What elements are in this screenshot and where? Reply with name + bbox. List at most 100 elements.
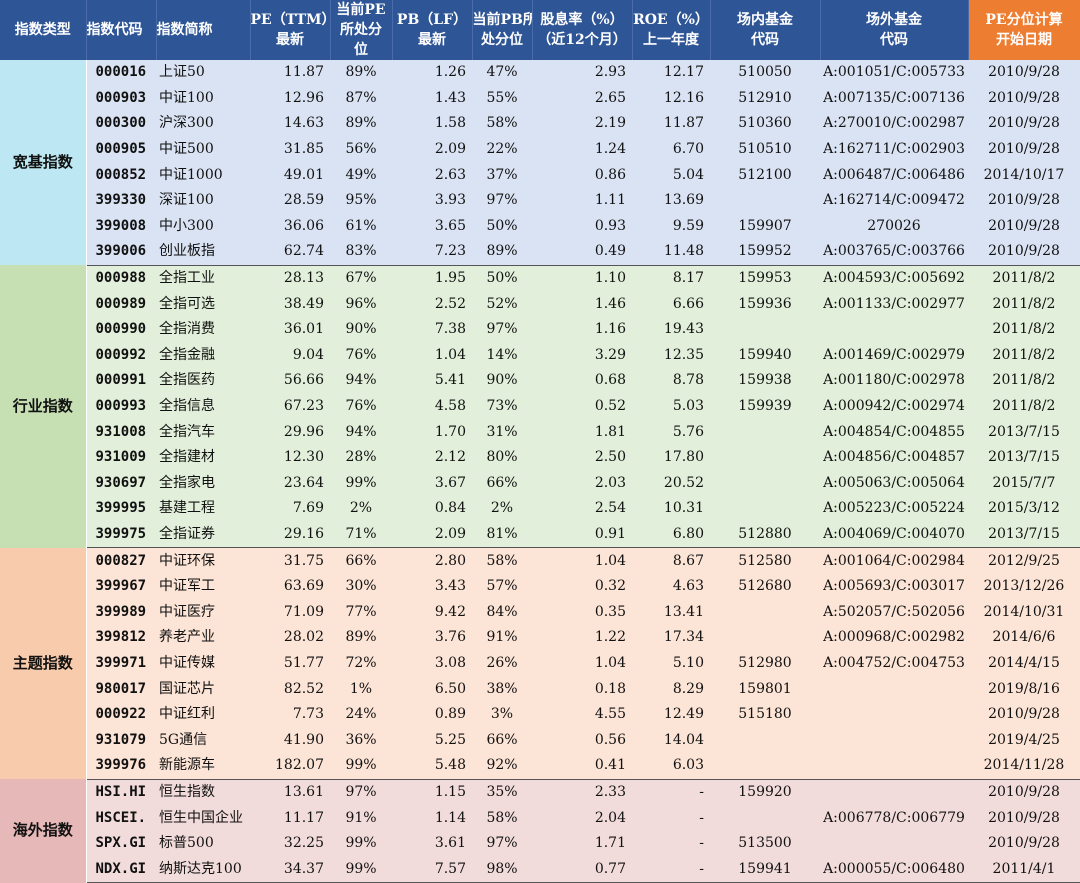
dividend-yield: 2.93 [532, 60, 632, 86]
dividend-yield: 1.16 [532, 316, 632, 343]
pb-value: 3.08 [392, 650, 472, 677]
index-code: 399330 [86, 187, 156, 214]
roe-value: 11.48 [632, 239, 710, 266]
out-fund-code: A:000942/C:002974 [820, 393, 968, 420]
pe-value: 28.59 [250, 187, 330, 214]
dividend-yield: 1.11 [532, 187, 632, 214]
header-pb: PB（LF） 最新 [392, 0, 473, 60]
table-row: 930697 全指家电 23.64 99% 3.67 66% 2.03 20.52 A:0050… [0, 470, 1080, 497]
index-code: SPX.GI [86, 830, 156, 857]
pb-percentile: 26% [472, 650, 532, 677]
header-pe: PE（TTM） 最新 [250, 0, 331, 60]
pb-percentile: 58% [472, 547, 532, 574]
pb-value: 2.63 [392, 162, 472, 188]
in-fund-code: 512100 [710, 162, 820, 188]
pe-percentile: 76% [330, 393, 392, 420]
pe-percentile: 91% [330, 805, 392, 831]
roe-value: 12.16 [632, 85, 710, 112]
pb-value: 3.65 [392, 213, 472, 240]
pb-value: 1.70 [392, 419, 472, 445]
in-fund-code: 512580 [710, 547, 820, 574]
pe-percentile: 49% [330, 162, 392, 188]
pb-percentile: 14% [472, 342, 532, 369]
table-row: 000991 全指医药 56.66 94% 5.41 90% 0.68 8.78 159938 A… [0, 368, 1080, 394]
pe-value: 49.01 [250, 162, 330, 188]
pb-value: 1.04 [392, 342, 472, 369]
start-date: 2010/9/28 [968, 805, 1080, 831]
pe-percentile: 87% [330, 85, 392, 112]
pb-percentile: 2% [472, 496, 532, 522]
pb-percentile: 66% [472, 727, 532, 754]
in-fund-code: 159939 [710, 393, 820, 420]
header-start-date: PE分位计算 开始日期 [968, 0, 1080, 60]
table-row: 931008 全指汽车 29.96 94% 1.70 31% 1.81 5.76 A:00485… [0, 419, 1080, 445]
table-body: 宽基指数 000016 上证50 11.87 89% 1.26 47% 2.93 12.17 51… [0, 60, 1080, 883]
roe-value: 8.29 [632, 676, 710, 702]
index-name: 全指证券 [156, 521, 250, 549]
start-date: 2010/9/28 [968, 111, 1080, 137]
table-row: 海外指数 HSI.HI 恒生指数 13.61 97% 1.15 35% 2.33-159920… [0, 779, 1080, 883]
table-row: 宽基指数 000016 上证50 11.87 89% 1.26 47% 2.93 12.17 51… [0, 60, 1080, 266]
pb-percentile: 80% [472, 444, 532, 471]
pe-value: 28.13 [250, 265, 330, 292]
index-name: 上证50 [156, 60, 250, 86]
start-date: 2010/9/28 [968, 85, 1080, 112]
roe-value: 14.04 [632, 727, 710, 754]
in-fund-code [710, 753, 820, 780]
out-fund-code: A:001180/C:002978 [820, 368, 968, 394]
pe-percentile: 99% [330, 856, 392, 883]
in-fund-code [710, 599, 820, 626]
index-code: 931008 [86, 419, 156, 445]
roe-value: 11.87 [632, 111, 710, 137]
pe-percentile: 36% [330, 727, 392, 754]
pb-value: 1.15 [392, 779, 472, 806]
start-date: 2010/9/28 [968, 830, 1080, 857]
start-date: 2011/8/2 [968, 291, 1080, 317]
in-fund-code [710, 187, 820, 214]
pe-percentile: 71% [330, 521, 392, 549]
table-row: 399006 创业板指 62.74 83% 7.23 89% 0.49 11.48 159952… [0, 239, 1080, 266]
pe-value: 36.01 [250, 316, 330, 343]
index-code: HSCEI. [86, 805, 156, 831]
roe-value: - [632, 856, 710, 883]
pe-value: 9.04 [250, 342, 330, 369]
index-code: 000988 [86, 265, 156, 292]
out-fund-code: A:001064/C:002984 [820, 547, 968, 574]
pb-percentile: 84% [472, 599, 532, 626]
dividend-yield: 2.03 [532, 470, 632, 497]
index-name: 中证军工 [156, 573, 250, 600]
index-name: 中证传媒 [156, 650, 250, 677]
pb-value: 0.84 [392, 496, 472, 522]
table-row: 931079 5G通信 41.90 36% 5.25 66% 0.56 14.04 2019/4… [0, 727, 1080, 754]
start-date: 2011/8/2 [968, 316, 1080, 343]
out-fund-code: A:005223/C:005224 [820, 496, 968, 522]
out-fund-code [820, 779, 968, 806]
pb-value: 5.41 [392, 368, 472, 394]
index-name: 全指医药 [156, 368, 250, 394]
table-row: 000300 沪深300 14.63 89% 1.58 58% 2.19 11.87 51036… [0, 111, 1080, 137]
roe-value: 5.10 [632, 650, 710, 677]
header-in-fund: 场内基金 代码 [710, 0, 821, 60]
dividend-yield: 2.50 [532, 444, 632, 471]
out-fund-code [820, 676, 968, 702]
pe-percentile: 76% [330, 342, 392, 369]
table-row: 行业指数 000988 全指工业 28.13 67% 1.95 50% 1.10 8.17 159… [0, 265, 1080, 548]
in-fund-code: 510510 [710, 136, 820, 163]
pe-percentile: 89% [330, 60, 392, 86]
in-fund-code [710, 419, 820, 445]
start-date: 2012/9/25 [968, 547, 1080, 574]
index-name: 全指建材 [156, 444, 250, 471]
pb-value: 0.89 [392, 701, 472, 728]
start-date: 2010/9/28 [968, 187, 1080, 214]
dividend-yield: 0.41 [532, 753, 632, 780]
out-fund-code: A:000968/C:002982 [820, 625, 968, 651]
index-code: 931079 [86, 727, 156, 754]
table-row: 000905 中证500 31.85 56% 2.09 22% 1.24 6.70 510510… [0, 136, 1080, 163]
out-fund-code: A:001469/C:002979 [820, 342, 968, 369]
out-fund-code: A:001051/C:005733 [820, 60, 968, 86]
dividend-yield: 1.22 [532, 625, 632, 651]
table-row: 399967 中证军工 63.69 30% 3.43 57% 0.32 4.63 512680 A… [0, 573, 1080, 600]
index-name: 纳斯达克100 [156, 856, 250, 883]
header-name: 指数简称 [156, 0, 251, 60]
start-date: 2011/8/2 [968, 393, 1080, 420]
